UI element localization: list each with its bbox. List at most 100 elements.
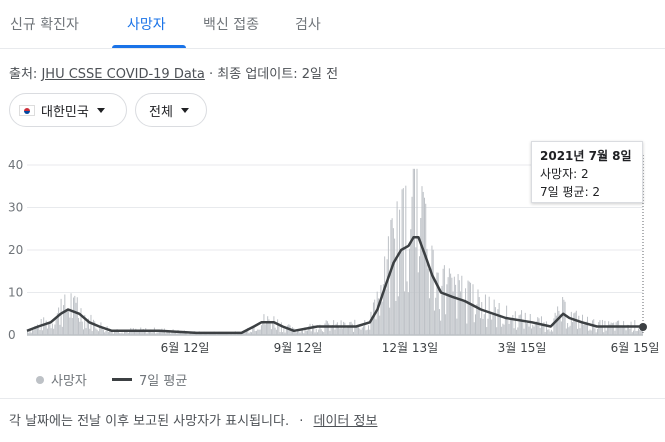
daily-death-bar [494, 307, 496, 335]
daily-death-bar [247, 327, 249, 335]
daily-death-bar [328, 323, 330, 335]
tab-new-cases[interactable]: 신규 확진자 [10, 17, 79, 33]
daily-death-bar [313, 324, 315, 335]
daily-death-bar [358, 327, 360, 335]
legend-deaths: 사망자 [36, 370, 87, 389]
daily-death-bar [111, 330, 113, 335]
footer-separator: · [299, 414, 304, 429]
daily-death-bar [348, 325, 350, 335]
scope-dropdown[interactable]: 전체 [135, 93, 207, 127]
daily-death-bar [588, 330, 590, 335]
daily-death-bar [297, 329, 299, 335]
daily-death-bar [624, 326, 626, 335]
region-dropdown[interactable]: 대한민국 [9, 93, 127, 127]
daily-death-bar [452, 291, 454, 335]
daily-death-bar [353, 331, 355, 335]
daily-death-bar [427, 268, 429, 335]
daily-death-bar [560, 321, 562, 335]
daily-death-bar [440, 320, 442, 335]
daily-death-bar [511, 317, 513, 335]
tab-testing[interactable]: 검사 [295, 17, 321, 33]
daily-death-bar [513, 328, 515, 335]
daily-death-bar [467, 280, 469, 335]
daily-death-bar [625, 330, 627, 335]
daily-death-bar [105, 330, 107, 335]
daily-death-bar [616, 320, 618, 335]
daily-death-bar [76, 297, 78, 335]
daily-death-bar [63, 305, 65, 335]
daily-death-bar [120, 333, 122, 335]
daily-death-bar [191, 333, 193, 335]
daily-death-bar [375, 319, 377, 335]
daily-death-bar [456, 318, 458, 335]
daily-death-bar [441, 285, 443, 335]
daily-death-bar [168, 332, 170, 335]
daily-death-bar [374, 299, 376, 335]
daily-death-bar [488, 296, 490, 335]
daily-death-bar [323, 332, 325, 335]
daily-death-bar [277, 319, 279, 335]
tab-deaths[interactable]: 사망자 [127, 17, 166, 33]
daily-death-bar [156, 332, 158, 335]
y-tick-label: 20 [8, 243, 23, 257]
daily-death-bar [475, 314, 476, 335]
daily-death-bar [431, 245, 433, 335]
daily-death-bar [315, 328, 317, 335]
daily-death-bar [341, 328, 343, 335]
daily-death-bar [66, 311, 68, 335]
daily-death-bar [308, 326, 310, 335]
daily-death-bar [28, 332, 30, 335]
daily-death-bar [570, 311, 572, 335]
daily-death-bar [173, 331, 175, 335]
daily-death-bar [618, 320, 620, 335]
daily-death-bar [68, 310, 70, 335]
daily-death-bar [487, 318, 489, 335]
scope-label: 전체 [149, 104, 173, 120]
y-axis-labels: 0 10 20 30 40 [8, 158, 23, 342]
daily-death-bar [465, 288, 467, 335]
daily-death-bar [344, 322, 346, 335]
daily-death-bar [249, 331, 251, 335]
daily-death-bar [527, 321, 529, 335]
daily-death-bar [329, 330, 331, 335]
daily-death-bar [517, 327, 519, 335]
daily-death-bar [321, 331, 323, 335]
daily-death-bar [146, 333, 148, 335]
daily-death-bar [615, 322, 617, 335]
data-info-link[interactable]: 데이터 정보 [313, 414, 378, 429]
y-tick-label: 0 [8, 328, 16, 342]
daily-death-bar [539, 328, 541, 335]
daily-death-bar [382, 284, 384, 335]
daily-death-bar [389, 307, 391, 335]
daily-death-bar [151, 332, 153, 335]
daily-death-bar [385, 289, 387, 335]
daily-death-bar [524, 312, 526, 335]
daily-death-bar [534, 322, 536, 335]
daily-death-bar [416, 168, 418, 335]
daily-death-bar [365, 330, 367, 335]
chart-bars [27, 168, 643, 336]
daily-death-bar [345, 328, 347, 335]
daily-death-bar [504, 316, 506, 335]
daily-death-bar [544, 332, 546, 335]
daily-death-bar [471, 304, 473, 335]
deaths-chart[interactable]: 0 10 20 30 40 6월 12일 9월 12일 12월 13일 3월 15일 6월 15… [0, 155, 665, 355]
daily-death-bar [402, 188, 404, 335]
daily-death-bar [253, 325, 255, 335]
daily-death-bar [349, 322, 351, 335]
daily-death-bar [53, 328, 55, 335]
daily-death-bar [265, 322, 267, 335]
daily-death-bar [83, 329, 84, 335]
daily-death-bar [514, 311, 516, 335]
daily-death-bar [498, 302, 500, 335]
daily-death-bar [139, 330, 140, 335]
daily-death-bar [380, 285, 382, 335]
daily-death-bar [258, 329, 260, 335]
source-link[interactable]: JHU CSSE COVID-19 Data [41, 67, 205, 82]
daily-death-bar [96, 329, 98, 335]
daily-death-bar [547, 329, 549, 335]
daily-death-bar [338, 327, 340, 335]
daily-death-bar [554, 312, 556, 335]
tab-vaccinations[interactable]: 백신 접종 [203, 17, 259, 33]
tooltip-date: 2021년 7월 8일 [540, 149, 632, 163]
